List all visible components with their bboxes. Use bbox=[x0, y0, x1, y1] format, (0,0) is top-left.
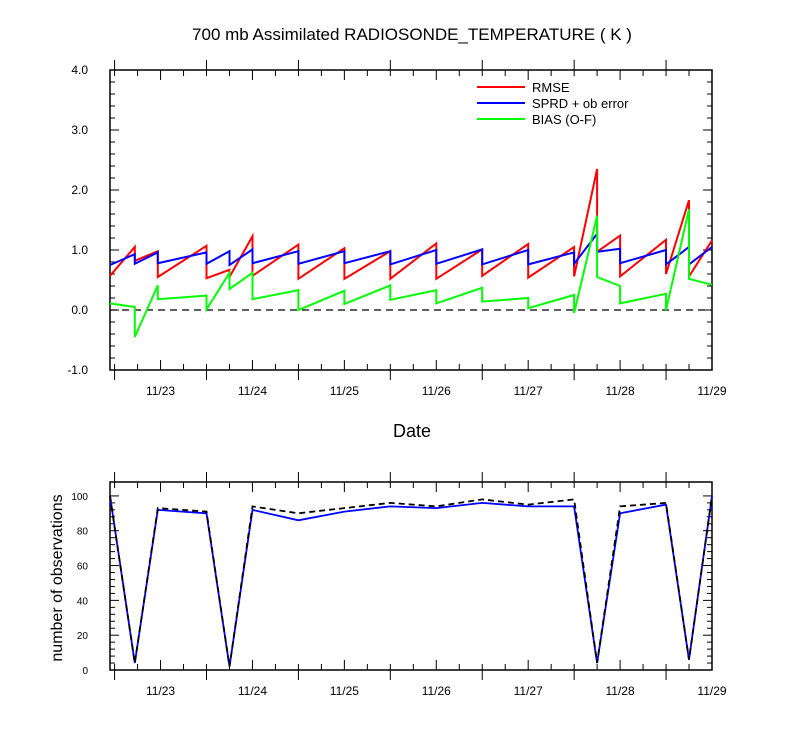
top-x-tick-label: 11/24 bbox=[238, 384, 267, 398]
bottom-y-tick-label: 100 bbox=[71, 492, 88, 503]
top-x-tick-label: 11/28 bbox=[606, 384, 635, 398]
series-line-possible bbox=[109, 495, 713, 667]
bottom-axis-ticks: 0 20 40 60 80 100 11/23 11/24 11/25 11/26 11/27 11/… bbox=[71, 472, 727, 698]
x-axis-title: Date bbox=[393, 421, 431, 441]
bottom-y-tick-label: 0 bbox=[82, 666, 88, 677]
bottom-y-tick-label: 20 bbox=[77, 631, 89, 642]
series-line-sprd-ob-error bbox=[109, 230, 713, 267]
legend-label-sprd-ob-error: SPRD + ob error bbox=[532, 96, 629, 111]
top-x-tick-label: 11/26 bbox=[422, 384, 451, 398]
top-y-tick-label: 0.0 bbox=[71, 303, 88, 317]
bottom-x-tick-label: 11/25 bbox=[330, 684, 359, 698]
bottom-y-tick-label: 80 bbox=[77, 527, 89, 538]
bottom-x-tick-label: 11/26 bbox=[422, 684, 451, 698]
bottom-y-tick-label: 40 bbox=[77, 596, 89, 607]
legend-label-bias-o-f: BIAS (O-F) bbox=[532, 112, 596, 127]
y-axis-title-observations: number of observations bbox=[49, 494, 66, 661]
chart-title: 700 mb Assimilated RADIOSONDE_TEMPERATUR… bbox=[192, 25, 632, 44]
top-y-tick-label: 2.0 bbox=[71, 183, 88, 197]
top-x-tick-label: 11/23 bbox=[146, 384, 175, 398]
bottom-x-tick-label: 11/28 bbox=[606, 684, 635, 698]
bottom-y-tick-label: 60 bbox=[77, 562, 89, 573]
bottom-x-tick-label: 11/24 bbox=[238, 684, 267, 698]
bottom-series-lines bbox=[109, 495, 713, 667]
top-panel: -1.0 0.0 1.0 2.0 3.0 4.0 11/23 11/24 11/25 11/26 1… bbox=[67, 60, 727, 398]
series-line-assimilated bbox=[109, 495, 713, 667]
top-y-tick-label: 1.0 bbox=[71, 243, 88, 257]
top-x-tick-label: 11/29 bbox=[697, 384, 726, 398]
bottom-plot-frame bbox=[109, 481, 713, 671]
bottom-x-tick-label: 11/29 bbox=[697, 684, 726, 698]
top-series-lines bbox=[109, 168, 713, 338]
top-y-tick-label: 3.0 bbox=[71, 123, 88, 137]
series-line-bias-o-f bbox=[109, 208, 713, 338]
top-axis-ticks: -1.0 0.0 1.0 2.0 3.0 4.0 11/23 11/24 11/25 11/26 1… bbox=[67, 60, 727, 398]
top-y-tick-label: 4.0 bbox=[71, 63, 88, 77]
top-x-tick-label: 11/25 bbox=[330, 384, 359, 398]
top-plot-frame bbox=[109, 69, 713, 371]
bottom-x-tick-label: 11/27 bbox=[514, 684, 543, 698]
bottom-x-tick-label: 11/23 bbox=[146, 684, 175, 698]
top-x-tick-label: 11/27 bbox=[514, 384, 543, 398]
legend-label-rmse: RMSE bbox=[532, 80, 570, 95]
bottom-panel: 0 20 40 60 80 100 11/23 11/24 11/25 11/26 11/27 11/… bbox=[71, 472, 727, 698]
top-y-tick-label: -1.0 bbox=[67, 363, 88, 377]
